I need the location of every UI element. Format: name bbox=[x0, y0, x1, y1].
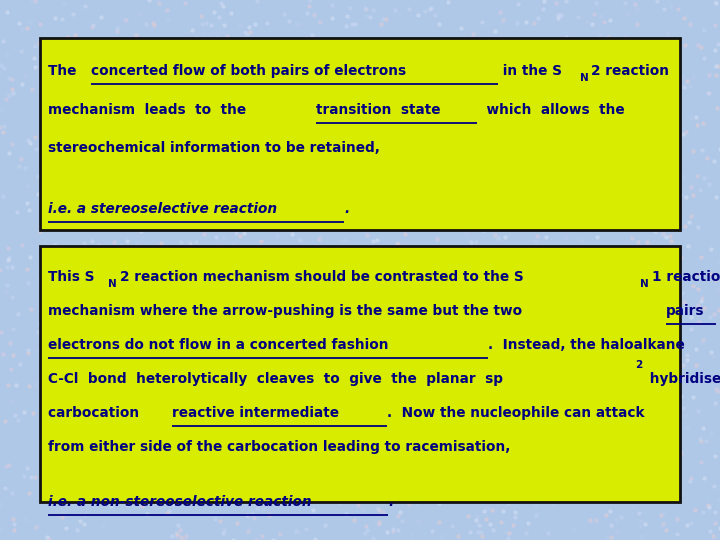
Text: .: . bbox=[344, 202, 349, 216]
Text: .  Now the nucleophile can attack: . Now the nucleophile can attack bbox=[387, 406, 645, 420]
Text: in the S: in the S bbox=[498, 64, 562, 78]
Text: .: . bbox=[388, 495, 394, 509]
Text: mechanism  leads  to  the: mechanism leads to the bbox=[48, 103, 256, 117]
Text: 1 reaction: 1 reaction bbox=[652, 270, 720, 284]
Text: electrons do not flow in a concerted fashion: electrons do not flow in a concerted fas… bbox=[48, 338, 389, 352]
Text: .  Instead, the haloalkane: . Instead, the haloalkane bbox=[487, 338, 684, 352]
Text: concerted flow of both pairs of electrons: concerted flow of both pairs of electron… bbox=[91, 64, 406, 78]
Text: N: N bbox=[580, 73, 589, 84]
FancyBboxPatch shape bbox=[40, 38, 680, 230]
Text: i.e. a non-stereoselective reaction: i.e. a non-stereoselective reaction bbox=[48, 495, 312, 509]
Text: 2: 2 bbox=[635, 360, 642, 370]
Text: from either side of the carbocation leading to racemisation,: from either side of the carbocation lead… bbox=[48, 440, 510, 454]
Text: which  allows  the: which allows the bbox=[477, 103, 624, 117]
Text: pairs: pairs bbox=[666, 304, 705, 318]
FancyBboxPatch shape bbox=[40, 246, 680, 502]
Text: reactive intermediate: reactive intermediate bbox=[172, 406, 339, 420]
Text: carbocation: carbocation bbox=[48, 406, 144, 420]
Text: N: N bbox=[641, 279, 649, 289]
Text: This S: This S bbox=[48, 270, 95, 284]
Text: C-Cl  bond  heterolytically  cleaves  to  give  the  planar  sp: C-Cl bond heterolytically cleaves to giv… bbox=[48, 372, 503, 386]
Text: 2 reaction mechanism should be contrasted to the S: 2 reaction mechanism should be contraste… bbox=[120, 270, 523, 284]
Text: 2 reaction: 2 reaction bbox=[591, 64, 670, 78]
Text: hybridised: hybridised bbox=[644, 372, 720, 386]
Text: N: N bbox=[108, 279, 117, 289]
Text: stereochemical information to be retained,: stereochemical information to be retaine… bbox=[48, 141, 380, 156]
Text: mechanism where the arrow-pushing is the same but the two: mechanism where the arrow-pushing is the… bbox=[48, 304, 527, 318]
Text: transition  state: transition state bbox=[316, 103, 441, 117]
Text: The: The bbox=[48, 64, 81, 78]
Text: i.e. a stereoselective reaction: i.e. a stereoselective reaction bbox=[48, 202, 277, 216]
